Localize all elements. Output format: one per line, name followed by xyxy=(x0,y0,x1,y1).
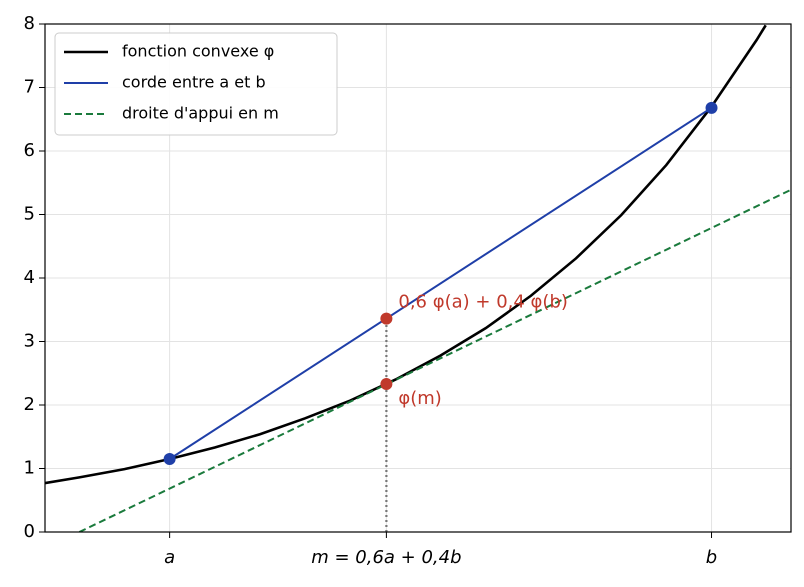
series-line xyxy=(169,106,713,460)
legend-label: corde entre a et b xyxy=(122,73,266,92)
point xyxy=(163,452,176,465)
legend-label: fonction convexe φ xyxy=(122,42,274,61)
point xyxy=(380,378,393,391)
legend: fonction convexe φ corde entre a et b droi… xyxy=(54,32,338,136)
y-tick-label: 1 xyxy=(24,458,35,479)
plot-area xyxy=(45,24,791,532)
x-tick-label: a xyxy=(164,547,175,568)
x-tick-label: b xyxy=(706,547,717,568)
y-tick-label: 5 xyxy=(24,204,35,225)
y-tick-label: 4 xyxy=(24,267,35,288)
x-tick-label: m = 0,6a + 0,4b xyxy=(311,547,461,568)
annotation: φ(m) xyxy=(398,388,441,409)
y-tick-label: 8 xyxy=(24,13,35,34)
y-tick-label: 7 xyxy=(24,77,35,98)
legend-label: droite d'appui en m xyxy=(122,104,279,123)
point xyxy=(705,101,718,114)
y-tick-label: 3 xyxy=(24,331,35,352)
annotation: 0,6 φ(a) + 0,4 φ(b) xyxy=(398,292,568,313)
legend-box xyxy=(54,32,338,136)
y-tick-label: 2 xyxy=(24,394,35,415)
series-line xyxy=(78,188,791,532)
y-tick-label: 0 xyxy=(24,521,35,542)
y-tick-label: 6 xyxy=(24,140,35,161)
ticks: 0 1 2 3 4 5 6 7 8 a m = 0,6a + 0,4b b xyxy=(24,13,718,568)
point xyxy=(380,312,393,325)
series-line xyxy=(45,24,767,485)
